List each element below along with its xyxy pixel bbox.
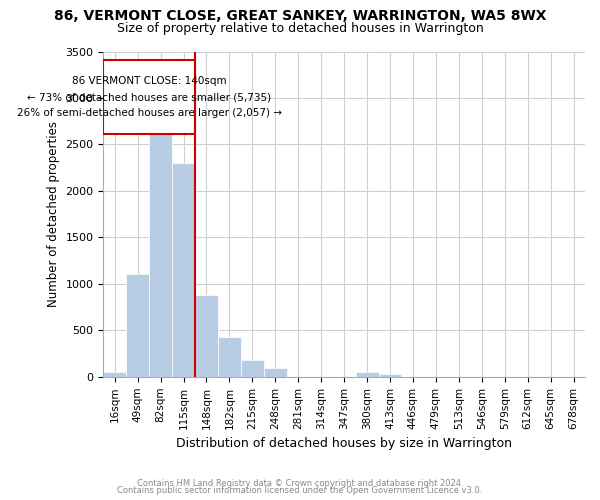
Bar [379, 374, 401, 377]
Bar [241, 360, 264, 377]
Text: Contains public sector information licensed under the Open Government Licence v3: Contains public sector information licen… [118, 486, 482, 495]
Text: 86, VERMONT CLOSE, GREAT SANKEY, WARRINGTON, WA5 8WX: 86, VERMONT CLOSE, GREAT SANKEY, WARRING… [54, 9, 546, 23]
Bar [126, 274, 149, 377]
X-axis label: Distribution of detached houses by size in Warrington: Distribution of detached houses by size … [176, 437, 512, 450]
FancyBboxPatch shape [103, 60, 195, 134]
Bar [103, 372, 126, 377]
Bar [149, 122, 172, 377]
Y-axis label: Number of detached properties: Number of detached properties [47, 121, 60, 307]
Text: Size of property relative to detached houses in Warrington: Size of property relative to detached ho… [116, 22, 484, 35]
Text: Contains HM Land Registry data © Crown copyright and database right 2024.: Contains HM Land Registry data © Crown c… [137, 478, 463, 488]
Bar [264, 368, 287, 377]
Bar [195, 295, 218, 377]
Bar [172, 163, 195, 377]
Text: 86 VERMONT CLOSE: 140sqm
← 73% of detached houses are smaller (5,735)
26% of sem: 86 VERMONT CLOSE: 140sqm ← 73% of detach… [17, 76, 281, 118]
Bar [218, 337, 241, 377]
Bar [356, 372, 379, 377]
